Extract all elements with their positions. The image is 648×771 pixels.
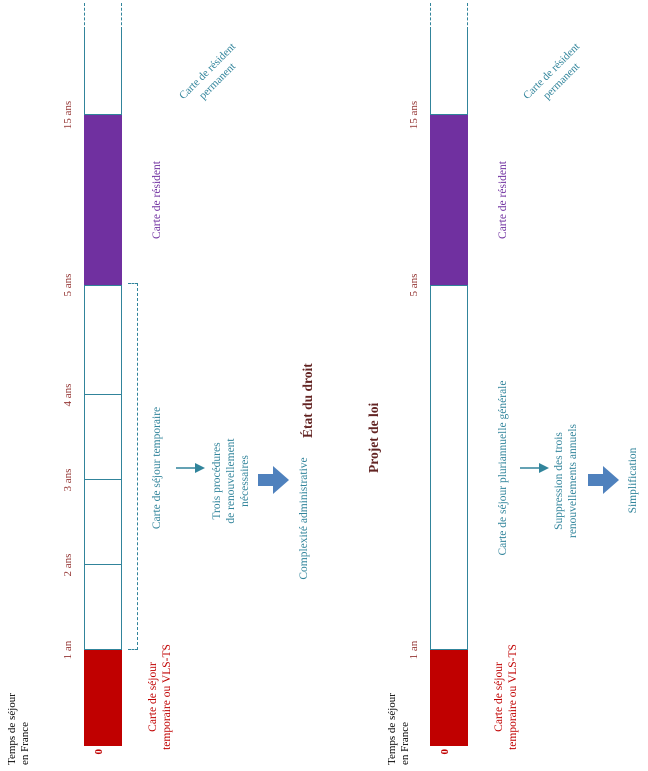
axis-label: Temps de séjour en France: [6, 693, 32, 765]
label-permanent-card: Carte de résident permanent: [506, 26, 607, 127]
axis-label-line1: Temps de séjour: [6, 693, 18, 765]
segment-resident: [84, 115, 122, 285]
tick-5ans: 5 ans: [62, 273, 74, 297]
renewal-span-bracket: [128, 283, 138, 650]
annotation-conclusion: Simplification: [627, 447, 639, 514]
block-down-arrow-icon: [588, 466, 619, 494]
label-permanent-line2: permanent: [196, 60, 239, 102]
annotation-renewal-process: Trois procédures de renouvellement néces…: [210, 391, 252, 571]
segment-multiyear-card: [430, 285, 468, 650]
tick-5ans: 5 ans: [408, 273, 420, 297]
axis-label-line2: en France: [399, 721, 411, 765]
label-vls-line1: Carte de séjour: [147, 662, 159, 732]
annotation-process-line2: de renouvellement: [225, 438, 237, 524]
tick-15ans: 15 ans: [62, 100, 74, 130]
diagram-title-draft-law: Projet de loi: [366, 402, 381, 473]
segment-divider-2ans: [84, 564, 122, 565]
segment-temporary-vls: [430, 650, 468, 746]
segment-permanent: [84, 30, 122, 115]
timeline-current-law: État du droit Temps de séjour en France …: [6, 0, 315, 771]
timeline-bar: [84, 0, 122, 771]
annotation-process-line2: renouvellements annuels: [567, 424, 579, 539]
segment-permanent: [430, 30, 468, 115]
annotation-conclusion: Complexité administrative: [298, 457, 310, 580]
segment-permanent-dashed-end: [84, 3, 122, 30]
annotation-process-line1: Suppression des trois: [553, 432, 565, 530]
tick-3ans: 3 ans: [62, 468, 74, 492]
annotation-process-line3: nécessaires: [239, 455, 251, 507]
down-arrow-icon: [520, 463, 549, 473]
label-permanent-line1: Carte de résident: [521, 40, 583, 102]
label-multiyear-card: Carte de séjour pluriannuelle générale: [497, 380, 509, 556]
tick-15ans: 15 ans: [408, 100, 420, 130]
label-vls-line2: temporaire ou VLS-TS: [507, 644, 519, 750]
label-vls-card: Carte de séjour temporaire ou VLS-TS: [492, 623, 520, 771]
tick-2ans: 2 ans: [62, 553, 74, 577]
segment-divider-4ans: [84, 394, 122, 395]
label-vls-card: Carte de séjour temporaire ou VLS-TS: [146, 623, 174, 771]
diagram-title-current-law: État du droit: [300, 363, 315, 438]
label-temporary-card: Carte de séjour temporaire: [151, 406, 163, 530]
segment-divider-3ans: [84, 479, 122, 480]
segment-permanent-dashed-end: [430, 3, 468, 30]
annotation-process-line1: Trois procédures: [211, 442, 223, 520]
label-permanent-line1: Carte de résident: [177, 40, 239, 102]
segment-resident: [430, 115, 468, 285]
tick-1an: 1 an: [408, 640, 420, 660]
label-permanent-line2: permanent: [540, 60, 583, 102]
down-arrow-icon: [176, 463, 205, 473]
label-resident-card: Carte de résident: [151, 161, 163, 239]
label-vls-line2: temporaire ou VLS-TS: [161, 644, 173, 750]
segment-temporary-vls: [84, 650, 122, 746]
axis-label-line2: en France: [19, 721, 31, 765]
tick-1an: 1 an: [62, 640, 74, 660]
block-down-arrow-icon: [258, 466, 289, 494]
label-vls-line1: Carte de séjour: [493, 662, 505, 732]
axis-label-line1: Temps de séjour: [386, 693, 398, 765]
label-resident-card: Carte de résident: [497, 161, 509, 239]
tick-4ans: 4 ans: [62, 383, 74, 407]
annotation-suppression: Suppression des trois renouvellements an…: [552, 376, 580, 586]
timeline-bar: [430, 0, 468, 771]
segment-temporary-annual: [84, 285, 122, 650]
label-permanent-card: Carte de résident permanent: [162, 26, 263, 127]
timeline-draft-law: Projet de loi Temps de séjour en France …: [324, 0, 648, 771]
axis-label: Temps de séjour en France: [386, 693, 412, 765]
